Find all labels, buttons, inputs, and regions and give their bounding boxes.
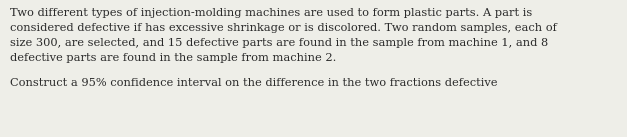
Text: Two different types of injection-molding machines are used to form plastic parts: Two different types of injection-molding… [10,8,532,18]
Text: defective parts are found in the sample from machine 2.: defective parts are found in the sample … [10,53,336,63]
Text: Construct a 95% confidence interval on the difference in the two fractions defec: Construct a 95% confidence interval on t… [10,78,497,88]
Text: considered defective if has excessive shrinkage or is discolored. Two random sam: considered defective if has excessive sh… [10,23,557,33]
Text: size 300, are selected, and 15 defective parts are found in the sample from mach: size 300, are selected, and 15 defective… [10,38,548,48]
